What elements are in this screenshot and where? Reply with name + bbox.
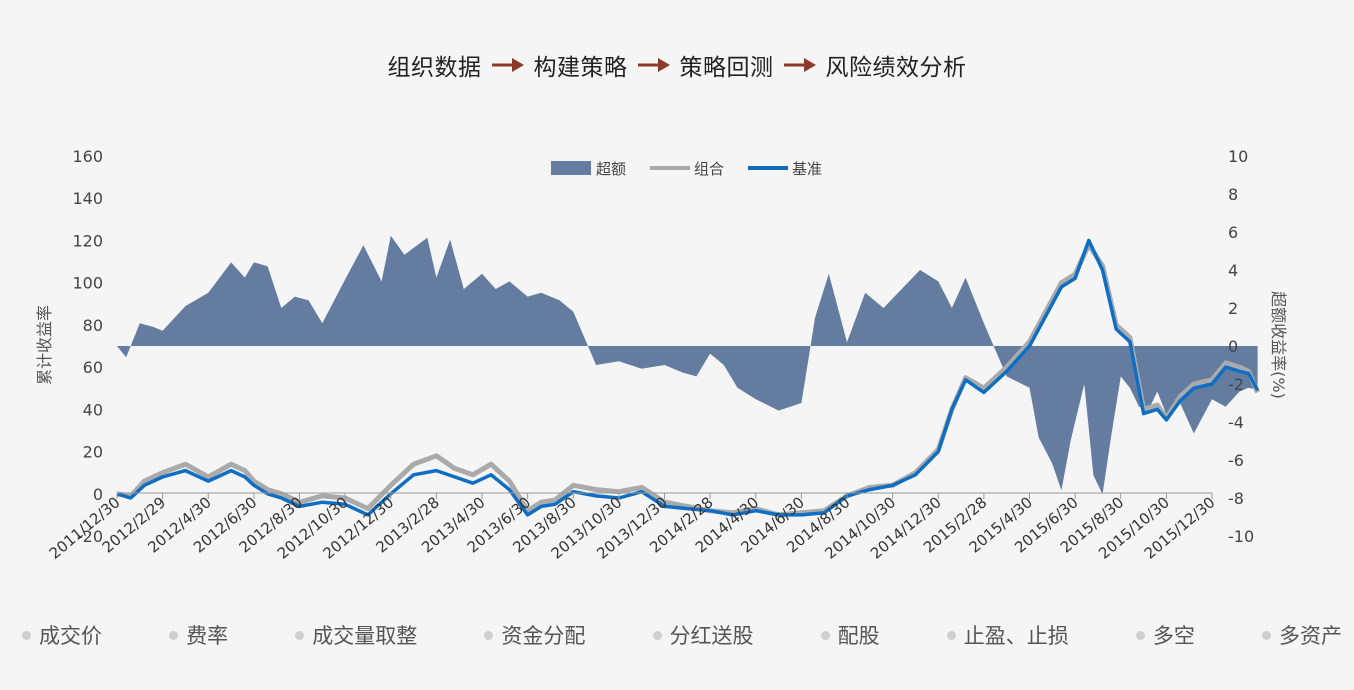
y-left-tick-label: 80 <box>83 316 103 335</box>
bullet-icon <box>1135 630 1145 640</box>
bullet-icon <box>484 630 494 640</box>
y-left-tick-label: 160 <box>72 147 103 166</box>
feature-list: 成交价 费率 成交量取整 资金分配 分红送股 配股 止盈、止损 多空 多资产 <box>22 620 1342 650</box>
bullet-icon <box>295 630 305 640</box>
y-left-tick-label: 60 <box>83 358 103 377</box>
y-left-tick-label: 40 <box>83 400 103 419</box>
feature-label: 成交价 <box>39 624 102 648</box>
workflow-step-data: 组织数据 <box>387 55 482 81</box>
legend-label-portfolio[interactable]: 组合 <box>694 160 724 178</box>
feature-item[interactable]: 分红送股 <box>652 620 754 650</box>
performance-chart: -20020406080100120140160-10-8-6-4-202468… <box>35 147 1288 563</box>
bullet-icon <box>22 630 31 640</box>
bullet-icon <box>1262 630 1271 640</box>
feature-label: 分红送股 <box>669 624 754 648</box>
workflow-step-risk: 风险绩效分析 <box>825 55 967 81</box>
y-left-tick-label: -20 <box>77 527 103 546</box>
feature-item[interactable]: 配股 <box>820 620 880 650</box>
y-right-tick-label: 4 <box>1228 261 1238 280</box>
y-right-tick-label: -4 <box>1228 413 1244 432</box>
arrow-right-icon <box>783 58 816 72</box>
y-left-tick-label: 20 <box>83 443 103 462</box>
feature-label: 配股 <box>837 624 880 648</box>
feature-label: 多资产 <box>1279 624 1342 648</box>
feature-label: 资金分配 <box>501 624 586 648</box>
feature-label: 费率 <box>186 624 229 648</box>
y-right-tick-label: -8 <box>1228 489 1244 508</box>
y-right-tick-label: -2 <box>1228 375 1244 394</box>
feature-item[interactable]: 成交量取整 <box>295 620 417 650</box>
y-left-tick-label: 100 <box>72 274 103 293</box>
y-axis-right-label: 超额收益率(%) <box>1269 291 1288 399</box>
excess-area <box>117 235 1258 495</box>
line-series-layer <box>116 238 1260 518</box>
feature-label: 止盈、止损 <box>963 624 1069 648</box>
y-right-tick-label: -6 <box>1228 451 1244 470</box>
arrow-right-icon <box>637 58 670 72</box>
workflow-step-backtest: 策略回测 <box>679 55 774 81</box>
y-left-tick-label: 0 <box>93 485 103 504</box>
bullet-icon <box>946 630 956 640</box>
y-right-tick-label: 6 <box>1228 223 1238 242</box>
feature-label: 多空 <box>1152 624 1195 648</box>
feature-item[interactable]: 止盈、止损 <box>946 620 1069 650</box>
feature-label: 成交量取整 <box>312 624 418 648</box>
bullet-icon <box>652 630 662 640</box>
feature-item[interactable]: 多资产 <box>1262 620 1342 650</box>
feature-item[interactable]: 成交价 <box>22 620 102 650</box>
feature-item[interactable]: 多空 <box>1135 620 1195 650</box>
y-left-tick-label: 140 <box>72 189 103 208</box>
workflow-steps: 组织数据 构建策略 策略回测 风险绩效分析 <box>0 48 1354 82</box>
legend-label-excess[interactable]: 超额 <box>596 160 626 178</box>
benchmark-line <box>116 238 1260 517</box>
chart-legend[interactable]: 超额 组合 基准 <box>551 160 822 178</box>
feature-item[interactable]: 资金分配 <box>484 620 585 650</box>
y-right-tick-label: 2 <box>1228 299 1238 318</box>
y-right-tick-label: 10 <box>1228 147 1248 166</box>
excess-area-layer <box>117 235 1258 495</box>
bullet-icon <box>169 630 179 640</box>
bullet-icon <box>820 630 830 640</box>
feature-item[interactable]: 费率 <box>169 620 228 650</box>
arrow-right-icon <box>491 58 524 72</box>
legend-label-benchmark[interactable]: 基准 <box>792 160 822 178</box>
y-right-tick-label: -10 <box>1228 527 1254 546</box>
y-left-tick-label: 120 <box>72 231 103 250</box>
legend-swatch-excess <box>551 161 591 175</box>
y-right-tick-label: 0 <box>1228 337 1238 356</box>
y-right-tick-label: 8 <box>1228 185 1238 204</box>
workflow-step-strategy: 构建策略 <box>533 55 628 81</box>
y-axis-left-label: 累计收益率 <box>35 305 54 385</box>
